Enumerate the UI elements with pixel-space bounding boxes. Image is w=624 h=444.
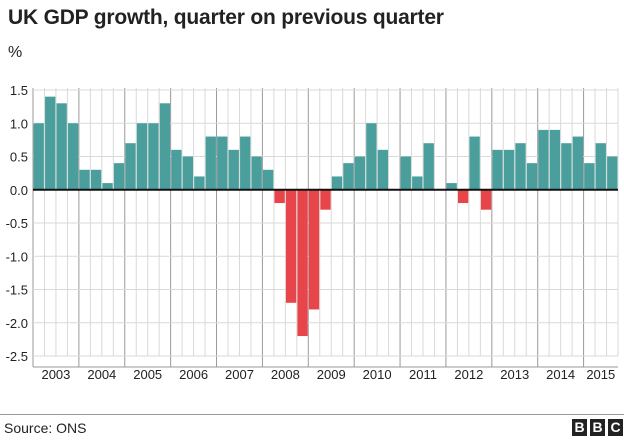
x-tick-label-2014: 2014 [546, 367, 575, 382]
bar-2007-q1 [217, 136, 228, 190]
bar-2011-q1 [400, 156, 411, 190]
bar-2012-q4 [480, 189, 492, 210]
y-tick-label: -1.5 [6, 283, 28, 298]
bar-2007-q2 [228, 149, 239, 190]
y-axis-unit-label: % [8, 44, 23, 61]
bar-2015-q2 [595, 143, 606, 190]
tick-labels: 1.5 1.0 0.5 0.0 -0.5 -1.0 -1.5 -2.0 -2.5 2003 2004… [6, 83, 616, 382]
bar-2010-q1 [354, 156, 366, 190]
gridlines [32, 88, 619, 367]
bar-2013-q2 [503, 149, 515, 190]
bar-2014-q2 [549, 129, 561, 190]
y-tick-label: -1.0 [6, 249, 28, 264]
x-tick-label-2015: 2015 [586, 367, 615, 382]
bar-2015-q3 [607, 156, 618, 190]
bar-2008-q1 [262, 169, 274, 190]
y-tick-label: 0.5 [10, 150, 28, 165]
bar-2004-q4 [113, 163, 125, 190]
x-tick-label-2009: 2009 [317, 367, 346, 382]
bar-2003-q3 [56, 103, 67, 190]
y-tick-label: 1.5 [10, 83, 28, 98]
x-tick-label-2010: 2010 [363, 367, 392, 382]
axes [33, 188, 618, 368]
bar-2007-q3 [240, 136, 251, 190]
bar-2012-q2 [457, 189, 469, 204]
bar-2003-q4 [67, 123, 79, 190]
bar-2005-q2 [136, 123, 148, 190]
bar-2007-q4 [251, 156, 262, 190]
bar-2006-q3 [194, 176, 205, 190]
bars [33, 96, 618, 337]
bar-2009-q3 [331, 176, 343, 190]
x-tick-label-2005: 2005 [133, 367, 162, 382]
bar-2008-q3 [285, 189, 297, 303]
source-note: Source: ONS [4, 420, 87, 436]
bbc-logo-block-3: C [608, 419, 623, 436]
y-tick-label: 1.0 [10, 116, 28, 131]
bar-2015-q1 [584, 163, 595, 190]
bar-2012-q3 [469, 136, 480, 190]
bar-2013-q1 [492, 149, 503, 190]
bbc-logo: B B C [572, 419, 623, 436]
bar-2005-q3 [148, 123, 159, 190]
bar-2014-q3 [561, 143, 572, 190]
x-tick-label-2003: 2003 [41, 367, 70, 382]
bar-2003-q1 [33, 123, 44, 190]
x-tick-label-2008: 2008 [271, 367, 300, 382]
bar-2005-q4 [159, 103, 171, 190]
footer-divider [0, 414, 624, 415]
bar-2013-q4 [526, 163, 538, 190]
bar-2013-q3 [515, 143, 526, 190]
bbc-logo-block-2: B [590, 419, 605, 436]
bar-2004-q3 [102, 183, 113, 190]
bar-2011-q2 [412, 176, 423, 190]
bar-2009-q4 [343, 163, 354, 190]
x-tick-label-2012: 2012 [454, 367, 483, 382]
y-tick-label: -2.0 [6, 316, 28, 331]
bar-2004-q2 [90, 169, 102, 190]
x-tick-label-2011: 2011 [409, 367, 437, 382]
bar-2010-q3 [377, 149, 389, 190]
bar-2009-q2 [320, 189, 331, 210]
x-tick-label-2004: 2004 [87, 367, 116, 382]
bar-2008-q4 [297, 189, 308, 337]
bar-2006-q1 [171, 149, 182, 190]
x-tick-label-2006: 2006 [179, 367, 208, 382]
bar-2014-q4 [572, 136, 584, 190]
bar-2014-q1 [538, 129, 549, 190]
bar-2006-q4 [205, 136, 216, 190]
bar-2004-q1 [79, 169, 90, 190]
y-tick-label: 0.0 [10, 183, 28, 198]
bar-2008-q2 [274, 189, 285, 204]
chart-title: UK GDP growth, quarter on previous quart… [8, 6, 444, 29]
gdp-growth-bar-chart: 1.5 1.0 0.5 0.0 -0.5 -1.0 -1.5 -2.0 -2.5 2003 2004… [6, 83, 619, 382]
bar-2009-q1 [308, 189, 320, 310]
bar-2006-q2 [182, 156, 194, 190]
y-tick-label: -2.5 [6, 349, 28, 364]
bar-2010-q2 [366, 123, 377, 190]
bar-2012-q1 [446, 183, 457, 190]
bar-2011-q3 [423, 143, 434, 190]
y-tick-label: -0.5 [6, 216, 28, 231]
x-tick-label-2013: 2013 [500, 367, 529, 382]
bar-2005-q1 [125, 143, 136, 190]
bar-2003-q2 [45, 96, 56, 190]
x-tick-label-2007: 2007 [225, 367, 254, 382]
bbc-logo-block-1: B [572, 419, 587, 436]
